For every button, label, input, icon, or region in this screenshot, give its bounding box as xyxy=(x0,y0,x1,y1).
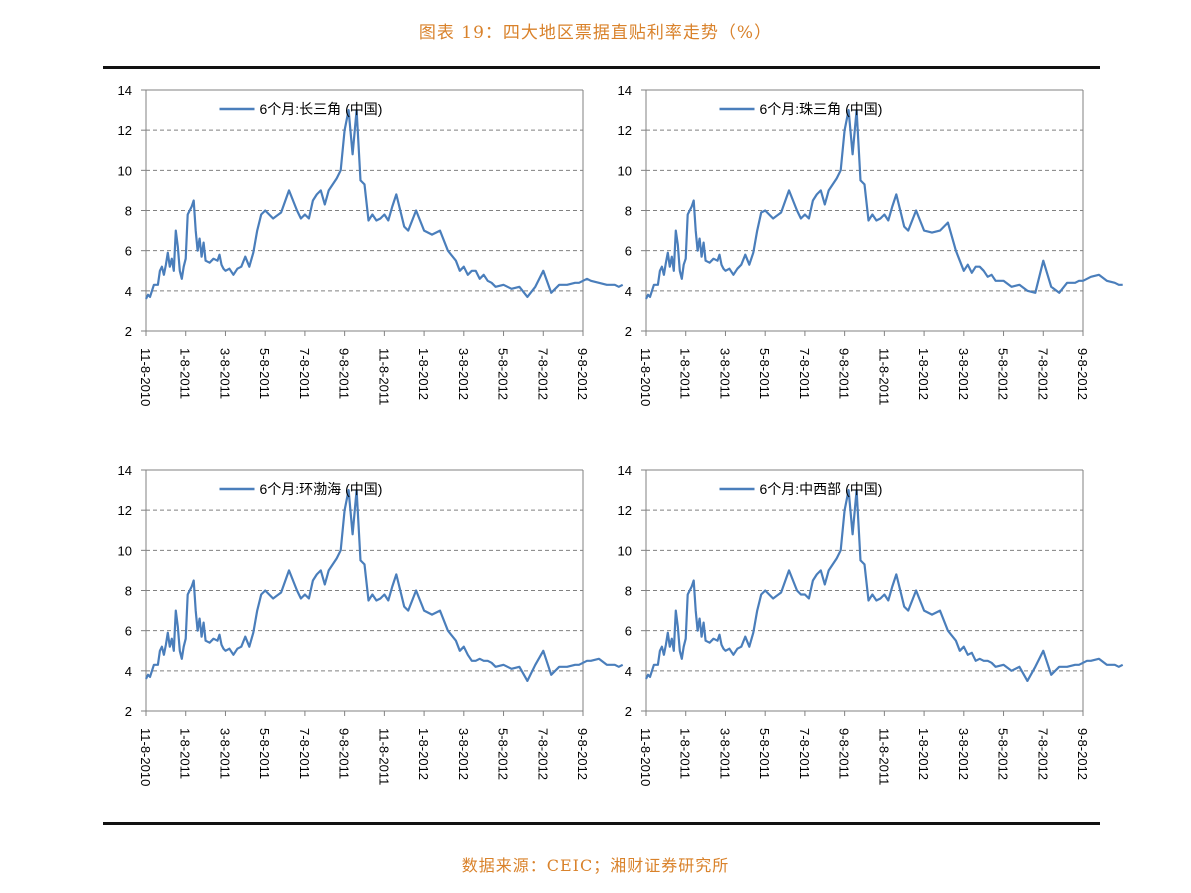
x-tick-label: 11-8-2010 xyxy=(638,348,653,406)
y-tick-label: 14 xyxy=(118,83,132,98)
y-tick-label: 8 xyxy=(125,204,132,219)
series-line xyxy=(145,109,624,300)
x-tick-label: 7-8-2012 xyxy=(535,348,550,400)
x-tick-label: 9-8-2011 xyxy=(837,728,852,779)
x-tick-label: 1-8-2011 xyxy=(178,348,193,399)
top-rule xyxy=(103,66,1100,69)
x-tick-label: 11-8-2010 xyxy=(638,728,653,786)
x-tick-label: 11-8-2011 xyxy=(376,728,391,785)
x-tick-label: 7-8-2011 xyxy=(297,728,312,779)
figure-title: 图表 19：四大地区票据直贴利率走势（%） xyxy=(418,23,773,43)
y-tick-label: 12 xyxy=(618,503,632,518)
y-tick-label: 8 xyxy=(625,204,632,219)
x-tick-label: 11-8-2010 xyxy=(138,728,153,786)
series-line xyxy=(645,109,1123,300)
y-tick-label: 14 xyxy=(118,463,132,478)
y-tick-label: 10 xyxy=(618,163,632,178)
y-tick-label: 6 xyxy=(125,624,132,639)
x-tick-label: 9-8-2012 xyxy=(575,728,590,780)
x-tick-label: 5-8-2011 xyxy=(757,728,772,779)
x-tick-label: 7-8-2011 xyxy=(297,348,312,399)
legend-label: 6个月:中西部 (中国) xyxy=(760,481,883,497)
x-tick-label: 5-8-2012 xyxy=(996,348,1011,400)
y-tick-label: 8 xyxy=(625,584,632,599)
x-tick-label: 5-8-2011 xyxy=(257,348,272,399)
y-tick-label: 14 xyxy=(618,463,632,478)
bottom-rule xyxy=(103,822,1100,825)
y-tick-label: 4 xyxy=(125,664,132,679)
x-tick-label: 1-8-2012 xyxy=(416,728,431,780)
chart-bohai-rim: 2 4 6 8 10 12 14 11-8-2010 1-8-2011 3-8-2011 5-8-2… xyxy=(118,463,624,786)
y-tick-label: 12 xyxy=(118,503,132,518)
chart-pearl-river-delta: 2 4 6 8 10 12 14 11-8-2010 1-8-2011 3-8-2011 5-8-2… xyxy=(618,83,1123,406)
x-tick-label: 3-8-2011 xyxy=(217,728,232,779)
y-tick-label: 10 xyxy=(118,163,132,178)
x-tick-label: 3-8-2011 xyxy=(717,348,732,399)
y-tick-label: 4 xyxy=(625,284,632,299)
x-tick-label: 9-8-2012 xyxy=(1075,728,1090,780)
x-tick-label: 1-8-2012 xyxy=(416,348,431,400)
y-tick-label: 14 xyxy=(618,83,632,98)
data-source: 数据来源：CEIC；湘财证券研究所 xyxy=(461,856,730,875)
y-tick-label: 12 xyxy=(618,123,632,138)
x-tick-label: 3-8-2012 xyxy=(956,348,971,400)
legend-label: 6个月:长三角 (中国) xyxy=(260,101,383,117)
x-tick-label: 9-8-2012 xyxy=(1075,348,1090,400)
y-tick-label: 6 xyxy=(125,244,132,259)
x-tick-label: 11-8-2011 xyxy=(876,728,891,785)
x-tick-label: 5-8-2011 xyxy=(757,348,772,399)
x-tick-label: 9-8-2012 xyxy=(575,348,590,400)
y-tick-label: 2 xyxy=(125,704,132,719)
y-tick-label: 10 xyxy=(118,543,132,558)
y-tick-label: 10 xyxy=(618,543,632,558)
x-tick-label: 5-8-2012 xyxy=(996,728,1011,780)
x-tick-label: 1-8-2011 xyxy=(678,348,693,399)
chart-central-west: 2 4 6 8 10 12 14 11-8-2010 1-8-2011 3-8-2011 5-8-2… xyxy=(618,463,1124,786)
y-tick-label: 2 xyxy=(125,324,132,339)
x-tick-label: 3-8-2012 xyxy=(456,728,471,780)
legend-label: 6个月:珠三角 (中国) xyxy=(760,101,883,117)
y-tick-label: 6 xyxy=(625,624,632,639)
x-tick-label: 11-8-2010 xyxy=(138,348,153,406)
y-tick-label: 4 xyxy=(125,284,132,299)
y-tick-label: 12 xyxy=(118,123,132,138)
y-tick-label: 8 xyxy=(125,584,132,599)
x-tick-label: 9-8-2011 xyxy=(837,348,852,399)
legend-label: 6个月:环渤海 (中国) xyxy=(260,481,383,497)
series-line xyxy=(145,489,624,682)
x-tick-label: 1-8-2012 xyxy=(916,728,931,780)
x-tick-label: 9-8-2011 xyxy=(337,728,352,779)
series-line xyxy=(645,489,1124,682)
x-tick-label: 1-8-2011 xyxy=(178,728,193,779)
x-tick-label: 7-8-2011 xyxy=(797,348,812,399)
x-tick-label: 3-8-2011 xyxy=(217,348,232,399)
x-tick-label: 7-8-2012 xyxy=(1035,348,1050,400)
x-tick-label: 5-8-2012 xyxy=(496,728,511,780)
x-tick-label: 3-8-2012 xyxy=(456,348,471,400)
y-tick-label: 4 xyxy=(625,664,632,679)
x-tick-label: 1-8-2011 xyxy=(678,728,693,779)
y-tick-label: 2 xyxy=(625,704,632,719)
x-tick-label: 1-8-2012 xyxy=(916,348,931,400)
x-tick-label: 5-8-2012 xyxy=(496,348,511,400)
chart-yangtze-delta: 2 4 6 8 10 12 14 11-8-2010 1-8-2011 3-8-2011 5-8-2… xyxy=(118,83,624,406)
x-tick-label: 11-8-2011 xyxy=(876,348,891,405)
y-tick-label: 2 xyxy=(625,324,632,339)
x-tick-label: 7-8-2011 xyxy=(797,728,812,779)
x-tick-label: 3-8-2012 xyxy=(956,728,971,780)
x-tick-label: 7-8-2012 xyxy=(1035,728,1050,780)
x-tick-label: 11-8-2011 xyxy=(376,348,391,405)
x-tick-label: 7-8-2012 xyxy=(535,728,550,780)
x-tick-label: 5-8-2011 xyxy=(257,728,272,779)
x-tick-label: 9-8-2011 xyxy=(337,348,352,399)
y-tick-label: 6 xyxy=(625,244,632,259)
x-tick-label: 3-8-2011 xyxy=(717,728,732,779)
